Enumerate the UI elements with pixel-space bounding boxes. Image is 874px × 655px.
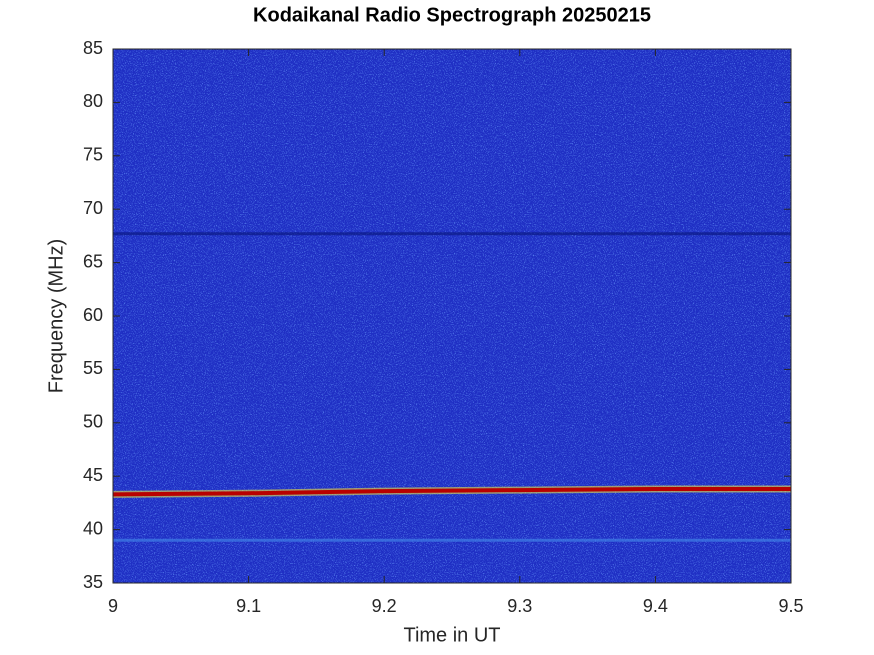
y-tick-label: 85 xyxy=(83,38,103,58)
y-tick-label: 80 xyxy=(83,91,103,111)
y-tick-label: 35 xyxy=(83,572,103,592)
spectrogram-noise xyxy=(113,49,791,583)
y-tick-label: 60 xyxy=(83,305,103,325)
x-tick-label: 9.5 xyxy=(778,596,803,616)
x-tick-label: 9.2 xyxy=(372,596,397,616)
x-tick-label: 9 xyxy=(108,596,118,616)
emission-band xyxy=(112,487,791,497)
y-tick-label: 45 xyxy=(83,465,103,485)
x-tick-label: 9.1 xyxy=(236,596,261,616)
y-tick-label: 55 xyxy=(83,358,103,378)
y-tick-label: 65 xyxy=(83,251,103,271)
y-tick-label: 70 xyxy=(83,198,103,218)
x-tick-label: 9.4 xyxy=(643,596,668,616)
x-axis-label: Time in UT xyxy=(403,624,500,646)
y-axis-label: Frequency (MHz) xyxy=(45,239,67,393)
y-tick-label: 50 xyxy=(83,412,103,432)
plot-area: 9 9.1 9.2 9.3 9.4 9.5 35 40 45 50 55 60 65 70 75 80 85 xyxy=(83,38,804,616)
y-tick-label: 40 xyxy=(83,518,103,538)
y-tick-label: 75 xyxy=(83,145,103,165)
x-tick-label: 9.3 xyxy=(507,596,532,616)
chart-title: Kodaikanal Radio Spectrograph 20250215 xyxy=(253,4,651,26)
